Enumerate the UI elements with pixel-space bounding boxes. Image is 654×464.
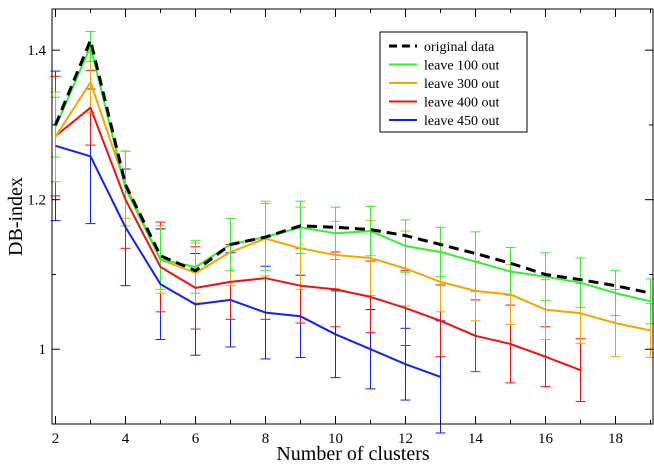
legend-label: leave 300 out [424, 77, 500, 92]
y-tick-label: 1.2 [27, 193, 46, 209]
y-axis-label: DB-index [5, 177, 27, 256]
series-line-original-data [54, 38, 651, 295]
legend-label: leave 450 out [424, 114, 500, 129]
x-tick-label: 14 [468, 431, 484, 447]
x-tick-label: 4 [122, 431, 130, 447]
x-tick-label: 18 [608, 431, 623, 447]
x-axis-label: Number of clusters [276, 443, 430, 464]
y-tick-label: 1.4 [27, 43, 46, 59]
series-line-leave-400-out [54, 106, 581, 372]
legend-label: leave 400 out [424, 96, 500, 111]
x-tick-label: 8 [262, 431, 270, 447]
legend: original data leave 100 out leave 300 out l… [379, 31, 528, 133]
x-tick-label: 6 [192, 431, 200, 447]
x-tick-label: 10 [328, 431, 343, 447]
x-tick-label: 12 [398, 431, 413, 447]
y-tick-label: 1 [39, 342, 47, 358]
series-lines [54, 38, 651, 378]
series-line-leave-100-out [54, 45, 651, 303]
series-line-leave-450-out [55, 144, 441, 378]
axis-ticks: 2 4 6 8 10 12 14 16 18 1 1.2 1.4 [27, 9, 653, 447]
x-tick-label: 2 [52, 431, 60, 447]
legend-label: leave 100 out [424, 59, 500, 74]
x-tick-label: 16 [538, 431, 554, 447]
legend-label: original data [424, 40, 495, 55]
plot-frame [51, 8, 654, 425]
